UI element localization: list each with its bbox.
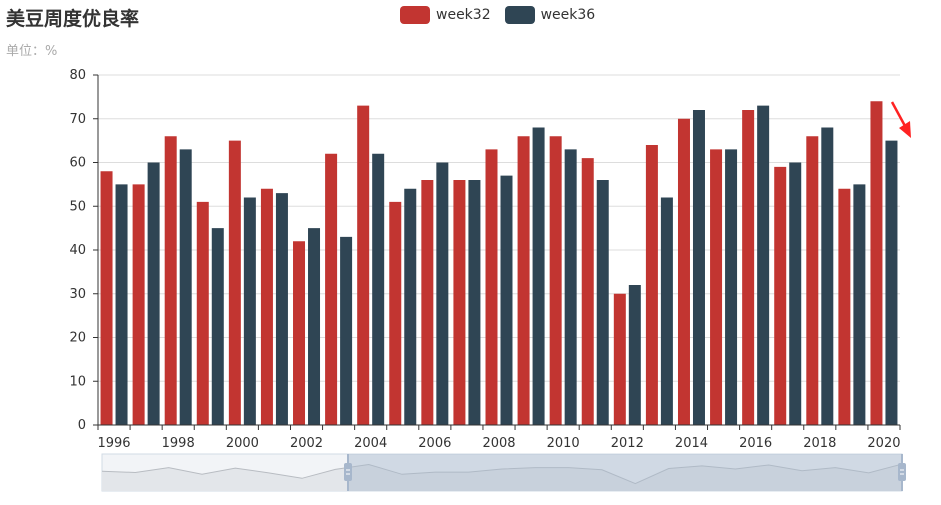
- arrow-head: [899, 121, 911, 138]
- bar-week32-2020[interactable]: [870, 101, 883, 425]
- bar-week32-1999[interactable]: [196, 201, 209, 425]
- bar-week36-1998[interactable]: [179, 149, 192, 425]
- zoom-thumbnail-line: [101, 463, 903, 485]
- legend-swatch-week32: [400, 6, 430, 24]
- bar-week36-2002[interactable]: [308, 228, 321, 425]
- axes: 0 10 20 30 40 50 60 70 80 1996 1998 2000 2002 2004 200…: [69, 68, 900, 451]
- x-tick-label: 2012: [611, 436, 644, 451]
- bar-week32-2007[interactable]: [453, 180, 466, 425]
- bar-week32-1997[interactable]: [132, 184, 145, 425]
- bar-week32-2003[interactable]: [325, 153, 338, 425]
- bar-week32-2010[interactable]: [549, 136, 562, 425]
- zoom-handle-right[interactable]: [898, 463, 906, 481]
- bar-week32-2000[interactable]: [228, 140, 241, 425]
- y-tick-label: 0: [78, 418, 86, 433]
- bar-week36-2011[interactable]: [596, 180, 609, 425]
- bar-week32-2005[interactable]: [389, 201, 402, 425]
- bar-week36-2016[interactable]: [757, 105, 770, 425]
- bar-week36-2019[interactable]: [853, 184, 866, 425]
- bar-week36-1997[interactable]: [147, 162, 160, 426]
- bar-week36-2003[interactable]: [340, 236, 353, 425]
- bar-week32-2015[interactable]: [710, 149, 723, 425]
- x-tick-label: 2020: [867, 436, 900, 451]
- bar-week32-2001[interactable]: [260, 188, 273, 425]
- red-arrow-annotation: [890, 101, 911, 138]
- y-tick-label: 60: [69, 156, 86, 171]
- bar-week36-2007[interactable]: [468, 180, 481, 425]
- bar-week32-2019[interactable]: [838, 188, 851, 425]
- bar-week36-2020[interactable]: [885, 140, 898, 425]
- zoom-selected-range[interactable]: [348, 454, 902, 491]
- zoom-handle-left[interactable]: [344, 463, 352, 481]
- bar-week32-2017[interactable]: [774, 166, 787, 425]
- bar-week32-2014[interactable]: [677, 118, 690, 425]
- y-tick-label: 50: [69, 199, 86, 214]
- zoom-thumbnail-area: [102, 464, 902, 491]
- y-tick-label: 70: [69, 112, 86, 127]
- bar-week32-2004[interactable]: [357, 105, 370, 425]
- legend-item-week36[interactable]: week36: [504, 6, 596, 24]
- chart-subtitle: 单位：%: [6, 44, 58, 59]
- bar-week32-2013[interactable]: [645, 145, 658, 425]
- bar-week36-1999[interactable]: [211, 228, 224, 425]
- bar-week36-2008[interactable]: [500, 175, 513, 425]
- arrow-shaft: [890, 101, 907, 127]
- y-tick-label: 30: [69, 287, 86, 302]
- data-zoom-slider[interactable]: [101, 453, 906, 492]
- bar-week36-2014[interactable]: [692, 110, 705, 425]
- y-tick-label: 80: [69, 68, 86, 83]
- x-tick-label: 2016: [739, 436, 772, 451]
- bar-week32-2012[interactable]: [613, 293, 626, 425]
- bar-week36-2015[interactable]: [725, 149, 738, 425]
- legend-swatch-week36: [504, 6, 535, 24]
- y-tick-label: 40: [69, 243, 86, 258]
- bar-week32-1996[interactable]: [100, 171, 113, 425]
- bars: [100, 101, 898, 426]
- x-tick-label: 2000: [226, 436, 259, 451]
- bar-week36-1996[interactable]: [115, 184, 128, 425]
- y-tick-label: 10: [69, 374, 86, 389]
- bar-week32-2018[interactable]: [806, 136, 819, 425]
- legend: week32 week36: [400, 6, 595, 24]
- x-tick-label: 2004: [354, 436, 387, 451]
- chart-title: 美豆周度优良率: [6, 8, 140, 30]
- bar-week36-2010[interactable]: [564, 149, 577, 425]
- x-tick-label: 2006: [418, 436, 451, 451]
- bar-week36-2005[interactable]: [404, 188, 417, 425]
- bar-week36-2009[interactable]: [532, 127, 545, 426]
- legend-label-week36: week36: [540, 7, 596, 23]
- bar-week36-2000[interactable]: [243, 197, 256, 426]
- bar-week36-2017[interactable]: [789, 162, 802, 426]
- x-tick-label: 2002: [290, 436, 323, 451]
- bar-week32-2009[interactable]: [517, 136, 530, 425]
- bar-week36-2004[interactable]: [372, 153, 385, 425]
- bar-week32-1998[interactable]: [164, 136, 177, 425]
- bar-week32-2016[interactable]: [742, 110, 755, 425]
- legend-label-week32: week32: [436, 7, 491, 23]
- y-tick-label: 20: [69, 331, 86, 346]
- x-tick-label: 2010: [547, 436, 580, 451]
- legend-item-week32[interactable]: week32: [400, 6, 491, 24]
- bar-week32-2011[interactable]: [581, 158, 594, 425]
- x-tick-label: 2008: [482, 436, 515, 451]
- bar-week32-2008[interactable]: [485, 149, 498, 425]
- x-tick-label: 1998: [162, 436, 195, 451]
- bar-week32-2006[interactable]: [421, 180, 434, 425]
- bar-week36-2001[interactable]: [275, 193, 288, 425]
- x-tick-label: 2018: [803, 436, 836, 451]
- x-tick-label: 2014: [675, 436, 708, 451]
- bar-week32-2002[interactable]: [293, 241, 306, 425]
- x-tick-label: 1996: [97, 436, 130, 451]
- bar-week36-2006[interactable]: [436, 162, 449, 426]
- bar-week36-2013[interactable]: [660, 197, 673, 426]
- bar-week36-2018[interactable]: [821, 127, 834, 426]
- bar-week36-2012[interactable]: [628, 285, 641, 425]
